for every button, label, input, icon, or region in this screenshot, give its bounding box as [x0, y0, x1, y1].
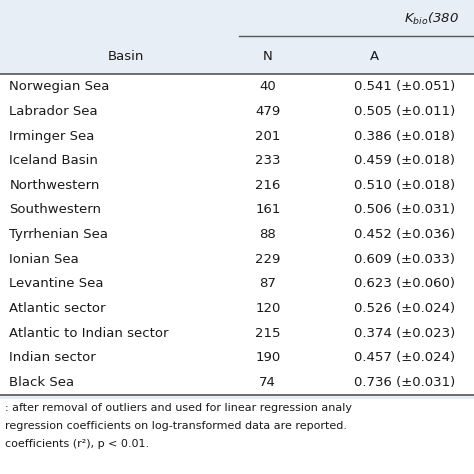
Bar — [0, 0, 474, 39]
Bar — [0, 198, 474, 222]
Text: coefficients (r²), p < 0.01.: coefficients (r²), p < 0.01. — [5, 438, 149, 449]
Text: 0.452 (±0.036): 0.452 (±0.036) — [354, 228, 455, 241]
Text: Levantine Sea: Levantine Sea — [9, 277, 104, 291]
Text: Northwestern: Northwestern — [9, 179, 100, 192]
Text: 0.374 (±0.023): 0.374 (±0.023) — [354, 327, 455, 340]
Bar — [0, 99, 474, 124]
Bar — [0, 321, 474, 346]
Text: Atlantic to Indian sector: Atlantic to Indian sector — [9, 327, 169, 340]
Bar — [0, 346, 474, 370]
Text: 0.510 (±0.018): 0.510 (±0.018) — [354, 179, 455, 192]
Text: Irminger Sea: Irminger Sea — [9, 129, 95, 143]
Text: Basin: Basin — [108, 50, 144, 63]
Text: 479: 479 — [255, 105, 281, 118]
Text: Atlantic sector: Atlantic sector — [9, 302, 106, 315]
Text: regression coefficients on log-transformed data are reported.: regression coefficients on log-transform… — [5, 420, 347, 431]
Bar — [0, 222, 474, 247]
Text: : after removal of outliers and used for linear regression analy: : after removal of outliers and used for… — [5, 402, 352, 413]
Text: 0.459 (±0.018): 0.459 (±0.018) — [354, 154, 455, 167]
Text: 88: 88 — [259, 228, 276, 241]
Text: 0.506 (±0.031): 0.506 (±0.031) — [354, 203, 455, 217]
Text: 0.736 (±0.031): 0.736 (±0.031) — [354, 376, 455, 389]
Text: 87: 87 — [259, 277, 276, 291]
Bar — [0, 173, 474, 198]
Text: 190: 190 — [255, 351, 281, 365]
Bar — [0, 296, 474, 321]
Text: 0.609 (±0.033): 0.609 (±0.033) — [354, 253, 455, 266]
Text: 0.541 (±0.051): 0.541 (±0.051) — [354, 80, 455, 93]
Text: 40: 40 — [259, 80, 276, 93]
Bar — [0, 124, 474, 148]
Bar — [0, 39, 474, 74]
Text: 215: 215 — [255, 327, 281, 340]
Text: 120: 120 — [255, 302, 281, 315]
Text: Indian sector: Indian sector — [9, 351, 96, 365]
Bar — [0, 399, 474, 474]
Text: 161: 161 — [255, 203, 281, 217]
Text: 0.457 (±0.024): 0.457 (±0.024) — [354, 351, 455, 365]
Bar — [0, 272, 474, 296]
Text: 0.526 (±0.024): 0.526 (±0.024) — [354, 302, 455, 315]
Bar — [0, 247, 474, 272]
Text: 229: 229 — [255, 253, 281, 266]
Text: 216: 216 — [255, 179, 281, 192]
Text: 0.386 (±0.018): 0.386 (±0.018) — [354, 129, 455, 143]
Text: 201: 201 — [255, 129, 281, 143]
Bar — [0, 74, 474, 99]
Text: Southwestern: Southwestern — [9, 203, 101, 217]
Text: Labrador Sea: Labrador Sea — [9, 105, 98, 118]
Text: Norwegian Sea: Norwegian Sea — [9, 80, 110, 93]
Text: Ionian Sea: Ionian Sea — [9, 253, 79, 266]
Text: K$_{bio}$(380: K$_{bio}$(380 — [404, 11, 459, 27]
Text: Black Sea: Black Sea — [9, 376, 74, 389]
Text: N: N — [263, 50, 273, 63]
Text: Iceland Basin: Iceland Basin — [9, 154, 99, 167]
Bar — [0, 148, 474, 173]
Text: Tyrrhenian Sea: Tyrrhenian Sea — [9, 228, 109, 241]
Text: 74: 74 — [259, 376, 276, 389]
Bar — [0, 370, 474, 395]
Text: A: A — [370, 50, 379, 63]
Text: 233: 233 — [255, 154, 281, 167]
Text: 0.505 (±0.011): 0.505 (±0.011) — [354, 105, 455, 118]
Text: 0.623 (±0.060): 0.623 (±0.060) — [354, 277, 455, 291]
